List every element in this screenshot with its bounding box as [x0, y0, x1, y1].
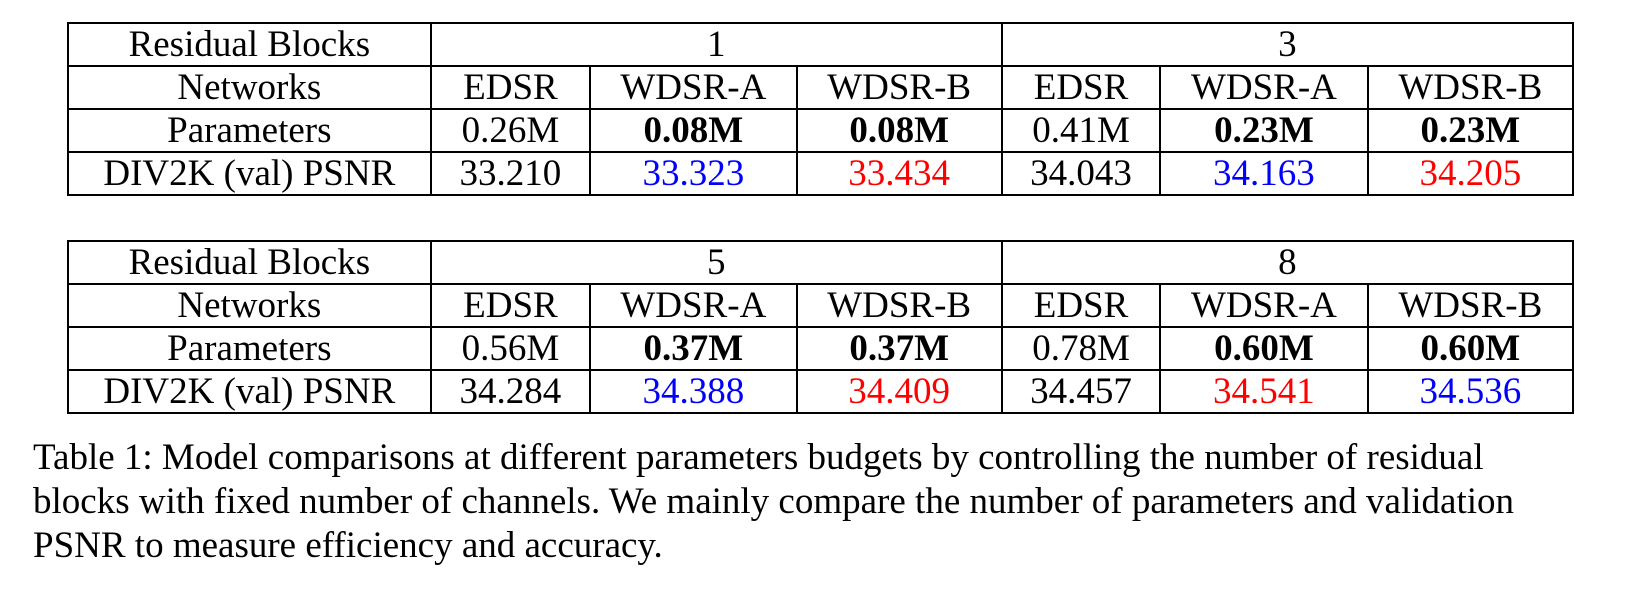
results-table-bottom: Residual Blocks 5 8 Networks EDSR WDSR-A…	[67, 240, 1575, 414]
param-cell-bold: 0.23M	[1366, 108, 1575, 153]
networks-row: Networks EDSR WDSR-A WDSR-B EDSR WDSR-A …	[67, 283, 1575, 328]
parameters-row: Parameters 0.26M 0.08M 0.08M 0.41M 0.23M…	[67, 108, 1575, 153]
param-cell-bold: 0.08M	[589, 108, 798, 153]
param-cell-bold: 0.37M	[589, 326, 798, 371]
row-label-parameters: Parameters	[67, 326, 432, 371]
psnr-row: DIV2K (val) PSNR 34.284 34.388 34.409 34…	[67, 369, 1575, 414]
param-cell-bold: 0.23M	[1159, 108, 1369, 153]
param-cell: 0.26M	[429, 108, 592, 153]
group-header: 3	[1000, 22, 1575, 67]
psnr-cell-blue: 34.388	[589, 369, 798, 414]
row-label-parameters: Parameters	[67, 108, 432, 153]
networks-row: Networks EDSR WDSR-A WDSR-B EDSR WDSR-A …	[67, 65, 1575, 110]
caption-line: blocks with fixed number of channels. We…	[33, 481, 1515, 522]
row-label-residual-blocks: Residual Blocks	[67, 22, 432, 67]
psnr-cell-red: 34.541	[1159, 369, 1369, 414]
psnr-cell-red: 34.205	[1366, 151, 1575, 196]
param-cell: 0.56M	[429, 326, 592, 371]
results-table-top: Residual Blocks 1 3 Networks EDSR WDSR-A…	[67, 22, 1575, 196]
psnr-cell-blue: 34.536	[1366, 369, 1575, 414]
param-cell: 0.78M	[1000, 326, 1162, 371]
row-label-psnr: DIV2K (val) PSNR	[67, 369, 432, 414]
network-name-cell: EDSR	[429, 283, 592, 328]
residual-blocks-row: Residual Blocks 1 3	[67, 22, 1575, 67]
table-caption: Table 1: Model comparisons at different …	[33, 436, 1623, 568]
psnr-cell: 34.457	[1000, 369, 1162, 414]
network-name-cell: WDSR-A	[589, 283, 798, 328]
network-name-cell: WDSR-A	[1159, 283, 1369, 328]
psnr-cell: 34.284	[429, 369, 592, 414]
residual-blocks-row: Residual Blocks 5 8	[67, 240, 1575, 285]
network-name-cell: EDSR	[1000, 65, 1162, 110]
row-label-networks: Networks	[67, 65, 432, 110]
network-name-cell: EDSR	[1000, 283, 1162, 328]
param-cell: 0.41M	[1000, 108, 1162, 153]
network-name-cell: WDSR-B	[1366, 283, 1575, 328]
network-name-cell: WDSR-A	[589, 65, 798, 110]
row-label-networks: Networks	[67, 283, 432, 328]
network-name-cell: WDSR-B	[795, 283, 1003, 328]
caption-line: PSNR to measure efficiency and accuracy.	[33, 525, 663, 566]
psnr-cell: 34.043	[1000, 151, 1162, 196]
parameters-row: Parameters 0.56M 0.37M 0.37M 0.78M 0.60M…	[67, 326, 1575, 371]
network-name-cell: WDSR-B	[1366, 65, 1575, 110]
group-header: 1	[429, 22, 1003, 67]
network-name-cell: EDSR	[429, 65, 592, 110]
psnr-cell: 33.210	[429, 151, 592, 196]
psnr-cell-red: 33.434	[795, 151, 1003, 196]
row-label-psnr: DIV2K (val) PSNR	[67, 151, 432, 196]
network-name-cell: WDSR-B	[795, 65, 1003, 110]
caption-line: Table 1: Model comparisons at different …	[33, 437, 1484, 478]
param-cell-bold: 0.60M	[1159, 326, 1369, 371]
param-cell-bold: 0.60M	[1366, 326, 1575, 371]
psnr-cell-red: 34.409	[795, 369, 1003, 414]
psnr-cell-blue: 34.163	[1159, 151, 1369, 196]
group-header: 5	[429, 240, 1003, 285]
psnr-row: DIV2K (val) PSNR 33.210 33.323 33.434 34…	[67, 151, 1575, 196]
param-cell-bold: 0.08M	[795, 108, 1003, 153]
network-name-cell: WDSR-A	[1159, 65, 1369, 110]
param-cell-bold: 0.37M	[795, 326, 1003, 371]
psnr-cell-blue: 33.323	[589, 151, 798, 196]
group-header: 8	[1000, 240, 1575, 285]
row-label-residual-blocks: Residual Blocks	[67, 240, 432, 285]
